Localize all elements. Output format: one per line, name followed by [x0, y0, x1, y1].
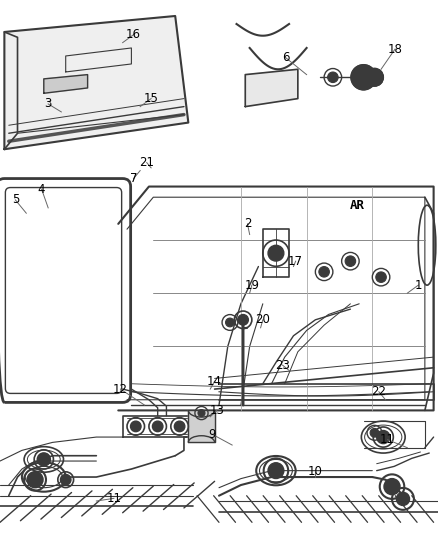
- Circle shape: [238, 314, 248, 325]
- Polygon shape: [245, 69, 298, 107]
- Circle shape: [328, 72, 338, 83]
- Circle shape: [198, 409, 205, 417]
- Text: 9: 9: [208, 428, 216, 441]
- Text: 13: 13: [209, 404, 224, 417]
- Circle shape: [366, 69, 383, 86]
- Text: 22: 22: [371, 385, 386, 398]
- Text: 20: 20: [255, 313, 270, 326]
- Circle shape: [377, 431, 390, 443]
- Text: 6: 6: [282, 51, 290, 64]
- Circle shape: [268, 245, 284, 261]
- Polygon shape: [188, 410, 215, 442]
- Circle shape: [60, 474, 71, 485]
- Circle shape: [37, 453, 50, 466]
- Text: 5: 5: [12, 193, 19, 206]
- Text: 19: 19: [244, 279, 259, 292]
- Text: 21: 21: [139, 156, 154, 169]
- Text: 15: 15: [144, 92, 159, 105]
- Circle shape: [384, 479, 400, 495]
- Polygon shape: [44, 75, 88, 93]
- Circle shape: [370, 429, 379, 437]
- Circle shape: [396, 492, 410, 505]
- Circle shape: [131, 421, 141, 432]
- Text: 11: 11: [106, 492, 121, 505]
- Circle shape: [27, 472, 43, 488]
- Polygon shape: [4, 16, 188, 149]
- Text: 17: 17: [288, 255, 303, 268]
- Circle shape: [319, 266, 329, 277]
- Text: 18: 18: [388, 43, 403, 55]
- Text: 7: 7: [130, 172, 138, 185]
- Circle shape: [268, 463, 284, 479]
- Text: 23: 23: [275, 359, 290, 372]
- Text: AR: AR: [350, 199, 364, 212]
- Text: 12: 12: [113, 383, 128, 395]
- Circle shape: [351, 65, 376, 90]
- Text: 11: 11: [380, 433, 395, 446]
- Circle shape: [174, 421, 185, 432]
- Circle shape: [226, 318, 234, 327]
- Text: 4: 4: [38, 183, 46, 196]
- Text: 3: 3: [45, 98, 52, 110]
- Circle shape: [345, 256, 356, 266]
- Text: 2: 2: [244, 217, 251, 230]
- Circle shape: [376, 272, 386, 282]
- Text: 1: 1: [414, 279, 422, 292]
- Text: 10: 10: [308, 465, 323, 478]
- Text: 16: 16: [126, 28, 141, 41]
- Circle shape: [152, 421, 163, 432]
- Text: 14: 14: [207, 375, 222, 387]
